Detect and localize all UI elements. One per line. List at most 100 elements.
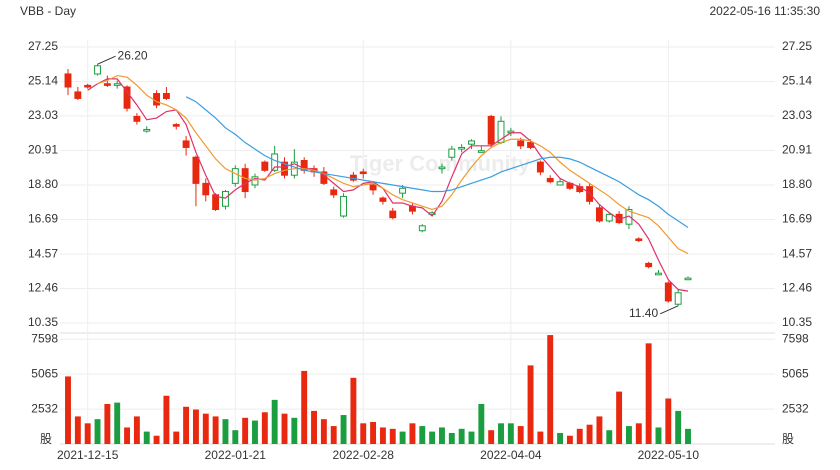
candle-body: [655, 272, 662, 276]
volume-bar: [537, 431, 544, 444]
volume-bar: [507, 423, 514, 444]
volume-bar: [192, 409, 199, 444]
volume-bar: [439, 427, 445, 444]
volume-bar: [163, 395, 170, 444]
volume-bar: [478, 404, 485, 444]
volume-unit: 股: [40, 432, 52, 446]
volume-bar: [94, 419, 101, 444]
y-tick-label: 18.80: [28, 177, 58, 191]
volume-bar: [291, 417, 298, 444]
volume-bar: [84, 423, 91, 444]
candle-body: [172, 124, 180, 127]
watermark: Tiger Community: [350, 151, 531, 176]
candle-body: [418, 225, 426, 232]
candle-body: [281, 161, 288, 176]
candle-body: [595, 207, 603, 222]
candle-body: [113, 83, 121, 86]
y-tick-label: 25.14: [782, 74, 812, 88]
y-tick-label: 12.46: [28, 281, 58, 295]
y-tick-label: 14.57: [28, 246, 58, 260]
annotation: 26.20: [118, 48, 148, 62]
y-tick-label: 14.57: [782, 246, 812, 260]
candle-body: [340, 195, 348, 217]
candle-body: [536, 161, 544, 173]
y-tick-label: 16.69: [782, 212, 812, 226]
volume-bar: [596, 416, 603, 444]
candle-body: [477, 150, 485, 153]
candle-body: [123, 86, 131, 109]
candle-body: [635, 238, 643, 242]
candle-body: [369, 184, 377, 191]
volume-bar: [399, 431, 406, 444]
volume-bar: [557, 432, 564, 444]
volume-bar: [547, 335, 554, 444]
volume-bar: [281, 413, 288, 444]
volume-bar: [320, 419, 327, 444]
y-tick-label: 12.46: [782, 281, 812, 295]
annotation: 11.40: [629, 306, 658, 320]
volume-bar: [104, 404, 111, 444]
volume-bar: [222, 419, 229, 444]
volume-bar: [576, 428, 583, 444]
candle-body: [143, 128, 151, 132]
volume-bar: [419, 426, 426, 444]
volume-bar: [143, 431, 150, 444]
y-tick-label: 20.91: [782, 143, 812, 157]
y-tick-label: 10.35: [782, 315, 812, 329]
timestamp: 2022-05-16 11:35:30: [709, 4, 820, 18]
ma-line: [185, 96, 689, 228]
candle-body: [448, 148, 456, 158]
volume-bar: [65, 376, 71, 444]
candle-body: [674, 292, 682, 305]
ma-line: [87, 78, 689, 292]
candle-body: [202, 182, 210, 196]
volume-bar: [517, 426, 524, 444]
volume-bar: [74, 416, 81, 444]
volume-bar: [389, 428, 396, 444]
volume-bar: [340, 415, 347, 444]
volume-bar: [655, 427, 662, 444]
volume-bar: [212, 416, 219, 444]
y-tick-label: 23.03: [28, 108, 58, 122]
candle-body: [182, 140, 190, 148]
x-tick-label: 2021-12-15: [57, 448, 119, 462]
ma-line: [97, 74, 689, 255]
volume-bar: [675, 410, 682, 444]
y-tick-label: 18.80: [782, 177, 812, 191]
volume-bar: [114, 402, 121, 444]
x-tick-label: 2022-02-28: [333, 448, 395, 462]
annotation-line: [659, 305, 679, 315]
volume-bar: [488, 430, 495, 444]
y-tick-label: 27.25: [782, 39, 812, 53]
volume-bar: [183, 406, 190, 444]
y-tick-label: 25.14: [28, 74, 58, 88]
candle-body: [103, 83, 111, 86]
candle-body: [468, 140, 475, 145]
volume-bar: [330, 426, 337, 444]
candle-body: [556, 181, 564, 186]
y-tick-label: 16.69: [28, 212, 58, 226]
candle-body: [231, 168, 239, 184]
volume-bar: [242, 417, 249, 444]
volume-bar: [350, 377, 357, 444]
candle-body: [664, 282, 672, 302]
volume-bar: [448, 432, 455, 444]
candle-body: [684, 277, 692, 281]
volume-bar: [429, 431, 436, 444]
volume-bar: [586, 424, 593, 444]
candle-body: [153, 93, 161, 106]
candle-body: [605, 213, 613, 222]
volume-bar: [606, 430, 613, 444]
volume-bar: [409, 423, 416, 444]
volume-tick-label: 5065: [782, 366, 809, 380]
x-tick-label: 2022-01-21: [205, 448, 267, 462]
volume-bar: [498, 423, 504, 444]
y-tick-label: 10.35: [28, 315, 58, 329]
volume-tick-label: 5065: [31, 366, 58, 380]
volume-bar: [252, 420, 258, 444]
volume-bar: [458, 428, 465, 444]
volume-bar: [685, 428, 691, 444]
volume-bar: [173, 431, 180, 444]
volume-bar: [645, 343, 652, 444]
